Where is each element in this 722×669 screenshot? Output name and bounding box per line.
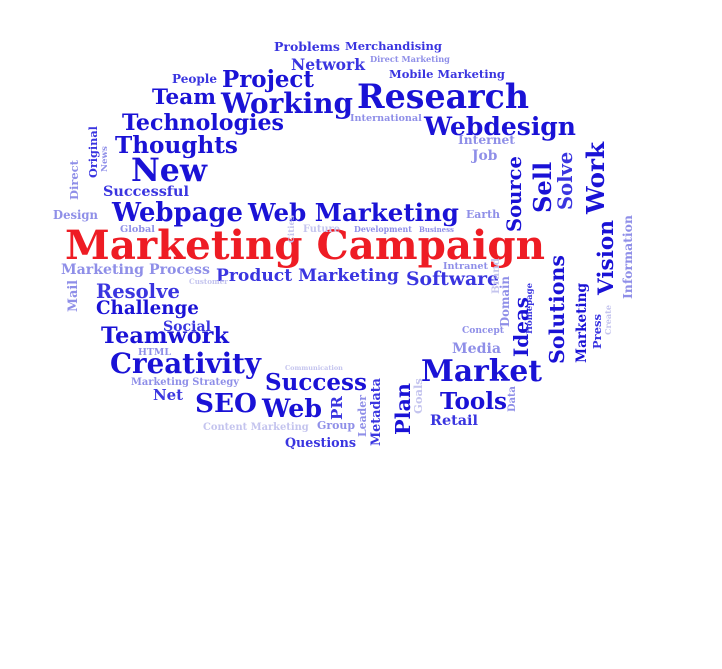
- word-working: Working: [221, 87, 353, 120]
- word-communication: Communication: [285, 364, 343, 372]
- word-network: Network: [291, 55, 365, 74]
- word-marketing-campaign: Marketing Campaign: [65, 221, 545, 269]
- word-merchandising: Merchandising: [345, 39, 442, 53]
- word-development: Development: [354, 225, 412, 234]
- word-teamwork: Teamwork: [101, 323, 229, 349]
- word-marketing-strategy: Marketing Strategy: [131, 377, 239, 388]
- word-sell: Sell: [528, 161, 557, 213]
- word-business: Business: [419, 225, 454, 234]
- word-internet: Internet: [458, 132, 515, 147]
- word-media: Media: [452, 341, 501, 357]
- word-seo: SEO: [195, 388, 257, 419]
- word-pr: PR: [328, 396, 346, 420]
- word-goals: Goals: [411, 378, 425, 414]
- word-creativity: Creativity: [110, 347, 261, 380]
- word-job: Job: [472, 148, 498, 164]
- word-software: Software: [406, 268, 499, 290]
- word-team: Team: [152, 85, 216, 110]
- word-research: Research: [357, 77, 529, 116]
- word-news: News: [100, 146, 110, 172]
- word-direct-marketing: Direct Marketing: [370, 54, 450, 64]
- word-marketing-v: Marketing: [574, 282, 590, 363]
- word-global: Global: [120, 224, 155, 235]
- word-challenge: Challenge: [96, 298, 199, 319]
- word-market: Market: [421, 354, 542, 389]
- word-homepage: Homepage: [525, 283, 535, 334]
- word-questions: Questions: [285, 435, 357, 450]
- word-resolve: Resolve: [96, 280, 180, 303]
- word-mobile-marketing: Mobile Marketing: [389, 67, 505, 81]
- word-html: HTML: [138, 347, 171, 358]
- word-concept: Concept: [462, 325, 504, 336]
- word-project: Project: [222, 66, 314, 93]
- word-product-marketing: Product Marketing: [216, 266, 399, 286]
- word-social: Social: [163, 319, 211, 335]
- word-metadata: Metadata: [369, 378, 384, 446]
- word-future: Future: [303, 224, 340, 235]
- word-intranet: Intranet: [443, 261, 488, 272]
- word-people: People: [172, 72, 217, 86]
- word-leader: Leader: [356, 395, 369, 437]
- word-success: Success: [265, 369, 367, 396]
- word-data: Data: [507, 386, 518, 412]
- word-direct: Direct: [67, 160, 81, 200]
- word-brand: Brand: [490, 258, 502, 294]
- word-press: Press: [590, 314, 604, 349]
- word-tools: Tools: [440, 388, 507, 415]
- word-customer: Customer: [189, 277, 228, 286]
- word-webdesign: Webdesign: [424, 112, 576, 141]
- word-create: Create: [603, 305, 613, 335]
- word-work: Work: [581, 142, 610, 214]
- word-solve: Solve: [554, 151, 577, 210]
- word-web: Web: [262, 393, 322, 423]
- word-vision: Vision: [594, 220, 619, 295]
- word-international: International: [350, 113, 422, 124]
- word-successful: Successful: [103, 183, 189, 200]
- word-original: Original: [86, 126, 100, 178]
- word-source: Source: [503, 156, 526, 232]
- word-net: Net: [153, 386, 184, 404]
- word-solutions: Solutions: [545, 255, 569, 364]
- word-web-marketing: Web Marketing: [248, 198, 459, 227]
- word-group: Group: [317, 419, 355, 432]
- word-new: New: [131, 152, 207, 189]
- word-webpage: Webpage: [112, 198, 243, 228]
- word-content-marketing: Content Marketing: [203, 422, 309, 433]
- word-cities: Cities: [287, 215, 297, 243]
- word-marketing-process: Marketing Process: [61, 262, 210, 278]
- word-information: Information: [620, 215, 635, 299]
- word-design: Design: [53, 208, 98, 222]
- word-thoughts: Thoughts: [115, 132, 238, 159]
- word-retail: Retail: [430, 412, 478, 429]
- word-earth: Earth: [466, 208, 500, 221]
- word-technologies: Technologies: [122, 110, 284, 136]
- word-problems: Problems: [274, 39, 340, 54]
- word-mail: Mail: [66, 280, 81, 312]
